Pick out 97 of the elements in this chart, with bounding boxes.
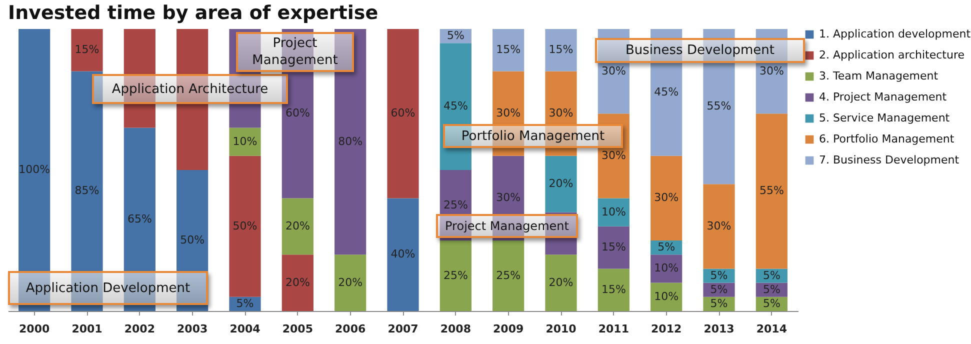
- data-label: 25%: [443, 198, 468, 212]
- chart-title: Invested time by area of expertise: [8, 2, 378, 24]
- data-label: 20%: [548, 177, 574, 190]
- x-tick-label: 2001: [72, 322, 102, 336]
- data-label: 25%: [496, 268, 521, 282]
- data-label: 20%: [285, 276, 310, 289]
- bar: [756, 114, 788, 269]
- data-label: 65%: [127, 212, 152, 226]
- bar: [387, 29, 419, 198]
- legend-label: 1. Application development: [819, 28, 971, 40]
- x-tick-label: 2010: [546, 322, 577, 336]
- bar: [387, 198, 419, 311]
- x-tick-label: 2009: [493, 322, 524, 336]
- x-tick-label: 2002: [124, 322, 155, 336]
- data-label: 100%: [18, 163, 50, 176]
- x-tick-label: 2008: [440, 322, 471, 336]
- data-label: 10%: [232, 134, 258, 148]
- data-label: 45%: [443, 100, 468, 113]
- bar: [71, 29, 103, 72]
- data-label: 10%: [654, 290, 679, 303]
- legend-label: 2. Application architecture: [819, 48, 965, 62]
- x-tick-label: 2014: [756, 322, 788, 336]
- data-label: 5%: [762, 282, 780, 296]
- data-label: 60%: [285, 106, 310, 120]
- bar: [492, 29, 524, 72]
- data-label: 85%: [74, 184, 100, 198]
- bar: [703, 184, 735, 269]
- bar: [598, 226, 630, 269]
- data-label: 30%: [496, 191, 521, 204]
- data-label: 5%: [658, 240, 676, 254]
- bar: [334, 254, 366, 311]
- data-label: 5%: [710, 296, 728, 310]
- data-label: 55%: [759, 184, 784, 198]
- data-label: 20%: [548, 276, 574, 289]
- data-label: 50%: [180, 234, 205, 246]
- legend-label: 4. Project Management: [819, 90, 948, 104]
- data-label: 55%: [706, 100, 732, 113]
- data-label: 5%: [236, 296, 254, 310]
- callout-box: Business Development: [595, 38, 805, 62]
- bar: [650, 156, 682, 240]
- bar: [492, 240, 524, 311]
- bar: [598, 198, 630, 226]
- x-tick-label: 2006: [335, 322, 366, 336]
- x-tick-label: 2012: [651, 322, 682, 336]
- bar: [545, 254, 577, 311]
- bar: [545, 29, 577, 72]
- data-label: 30%: [654, 191, 679, 204]
- data-label: 50%: [232, 219, 258, 232]
- data-label: 20%: [338, 276, 363, 289]
- data-label: 5%: [710, 282, 728, 296]
- x-tick-label: 2004: [230, 322, 261, 336]
- x-tick-label: 2000: [19, 322, 50, 336]
- data-label: 5%: [710, 268, 728, 282]
- bar: [440, 240, 472, 311]
- legend-label: 5. Service Management: [819, 112, 950, 124]
- legend-label: 6. Portfolio Management: [819, 132, 955, 146]
- bar: [282, 198, 314, 255]
- data-label: 15%: [601, 240, 626, 254]
- data-label: 30%: [759, 64, 784, 78]
- x-tick-label: 2003: [177, 322, 208, 336]
- callout-box: Application Development: [8, 271, 208, 305]
- data-label: 15%: [74, 43, 100, 56]
- data-label: 5%: [762, 268, 780, 282]
- data-label: 45%: [654, 85, 679, 98]
- bar: [545, 156, 577, 212]
- data-label: 5%: [446, 29, 464, 42]
- x-tick-label: 2013: [704, 322, 734, 336]
- x-tick-label: 2007: [388, 322, 418, 336]
- data-label: 80%: [338, 134, 363, 148]
- data-label: 10%: [654, 262, 679, 275]
- legend-label: 3. Team Management: [819, 70, 939, 82]
- data-label: 25%: [443, 268, 468, 282]
- callout-box: Project Management: [236, 32, 354, 72]
- legend-label: 7. Business Development: [819, 154, 960, 166]
- data-label: 15%: [548, 43, 574, 56]
- data-label: 20%: [285, 219, 310, 232]
- data-label: 60%: [390, 106, 416, 120]
- data-label: 5%: [762, 296, 780, 310]
- callout-box: Portfolio Management: [443, 124, 623, 148]
- bar: [598, 268, 630, 311]
- bar: [282, 254, 314, 311]
- x-tick-label: 2011: [598, 322, 629, 336]
- data-label: 15%: [496, 43, 521, 56]
- callout-box: Project Management: [436, 214, 578, 238]
- data-label: 30%: [548, 106, 574, 120]
- x-tick-label: 2005: [282, 322, 313, 336]
- data-label: 10%: [601, 205, 626, 218]
- callout-box: Application Architecture: [92, 74, 288, 104]
- bar: [650, 254, 682, 283]
- data-label: 40%: [390, 248, 416, 261]
- data-label: 30%: [601, 64, 626, 78]
- data-label: 30%: [496, 106, 521, 120]
- data-label: 30%: [706, 219, 732, 232]
- data-label: 30%: [601, 148, 626, 162]
- data-label: 15%: [601, 282, 626, 296]
- bar: [229, 128, 261, 156]
- bar: [229, 156, 261, 297]
